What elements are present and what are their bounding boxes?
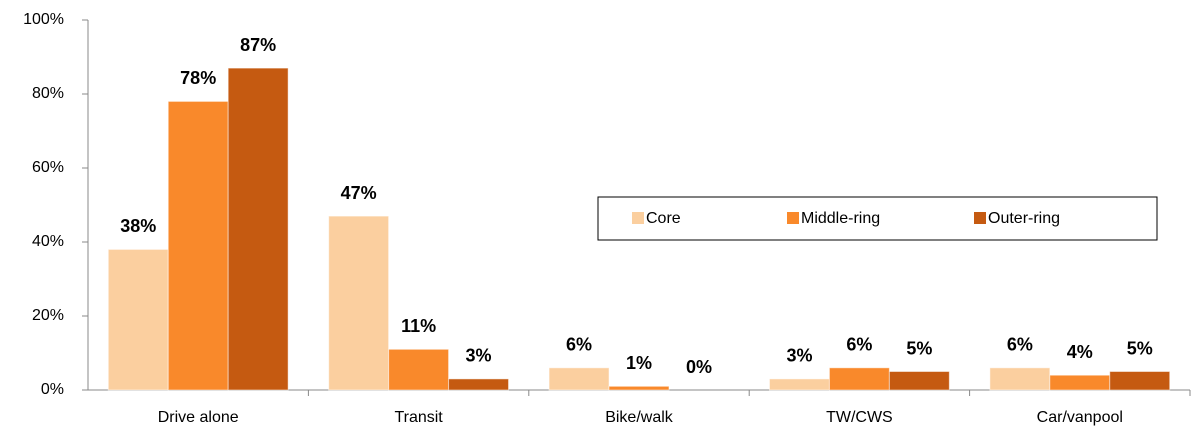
value-label: 0% [686,357,712,377]
value-label: 4% [1067,342,1093,362]
bar [1049,374,1111,391]
value-label: 38% [120,216,156,236]
legend-label: Core [646,210,681,227]
bar [1109,371,1171,391]
bar [989,367,1051,391]
y-tick-label: 20% [32,307,64,324]
value-label: 6% [1007,335,1033,355]
bar [608,385,670,391]
legend-label: Outer-ring [988,210,1060,227]
bar [548,367,610,391]
x-tick-label: Drive alone [158,409,239,426]
y-tick-label: 0% [41,381,64,398]
y-tick-label: 100% [23,11,64,28]
legend-swatch [632,212,644,224]
legend-swatch [974,212,986,224]
value-label: 1% [626,353,652,373]
value-label: 6% [846,335,872,355]
bar [828,367,890,391]
value-label: 3% [786,346,812,366]
value-label: 5% [1127,338,1153,358]
bar [107,248,169,391]
value-label: 87% [240,35,276,55]
bar [888,371,950,391]
bar [768,378,830,391]
bar [167,100,229,391]
bar [388,348,450,391]
value-label: 6% [566,335,592,355]
bar [227,67,289,391]
value-label: 78% [180,68,216,88]
y-tick-label: 40% [32,233,64,250]
bar [328,215,390,391]
legend-label: Middle-ring [801,210,880,227]
legend-box [597,196,1158,241]
y-tick-label: 80% [32,85,64,102]
x-tick-label: Car/vanpool [1037,409,1123,426]
y-tick-label: 60% [32,159,64,176]
value-label: 5% [906,338,932,358]
value-label: 3% [466,346,492,366]
bar [448,378,510,391]
value-label: 47% [341,183,377,203]
legend-swatch [787,212,799,224]
value-label: 11% [401,316,436,336]
x-tick-label: Bike/walk [605,409,674,426]
x-tick-label: Transit [394,409,443,426]
x-tick-label: TW/CWS [826,409,893,426]
